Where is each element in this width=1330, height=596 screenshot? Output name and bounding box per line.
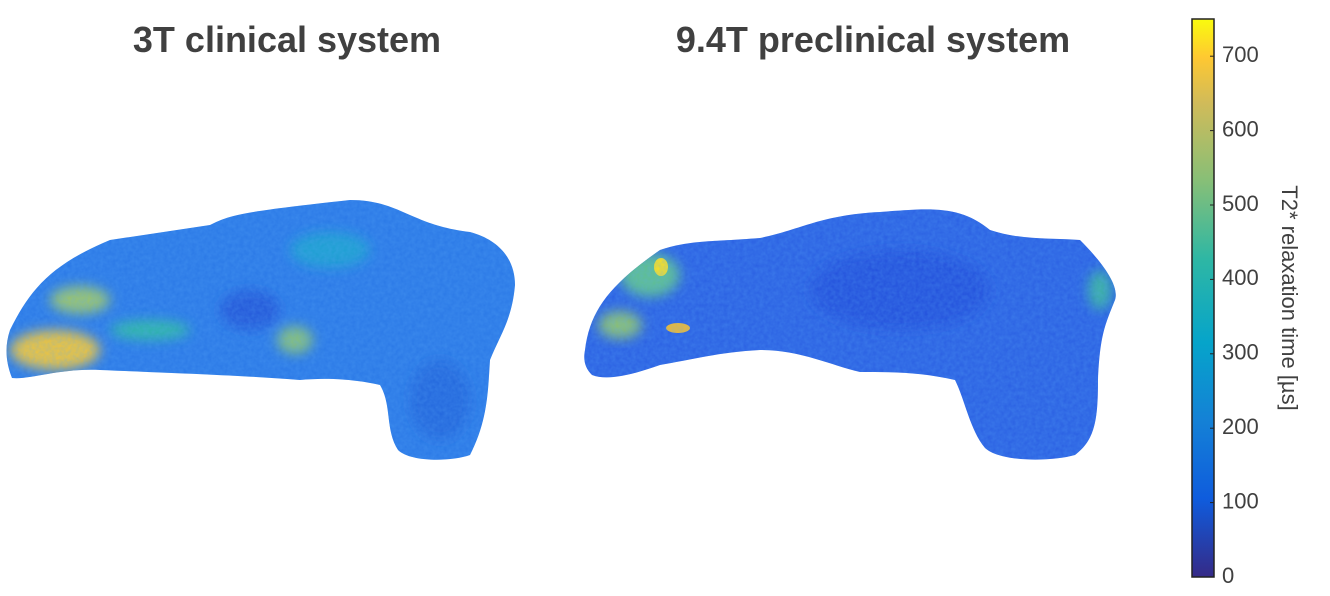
panel-title: 3T clinical system (133, 19, 441, 60)
tick-label: 300 (1222, 340, 1259, 365)
tick-label: 700 (1222, 42, 1259, 67)
panel-title: 9.4T preclinical system (676, 19, 1070, 60)
tick-label: 200 (1222, 414, 1259, 439)
colorbar-axis: 0 100 200 300 400 500 600 700 (1210, 42, 1259, 588)
t2-map-9-4t (584, 209, 1116, 460)
tick-label: 0 (1222, 563, 1234, 588)
tick-label: 400 (1222, 265, 1259, 290)
tick-label: 600 (1222, 116, 1259, 141)
t2-map-3t (6, 200, 516, 460)
tick-label: 100 (1222, 488, 1259, 513)
tick-label: 500 (1222, 191, 1259, 216)
colorbar-label: T2* relaxation time [µs] (1277, 185, 1302, 410)
colorbar (1191, 18, 1215, 578)
